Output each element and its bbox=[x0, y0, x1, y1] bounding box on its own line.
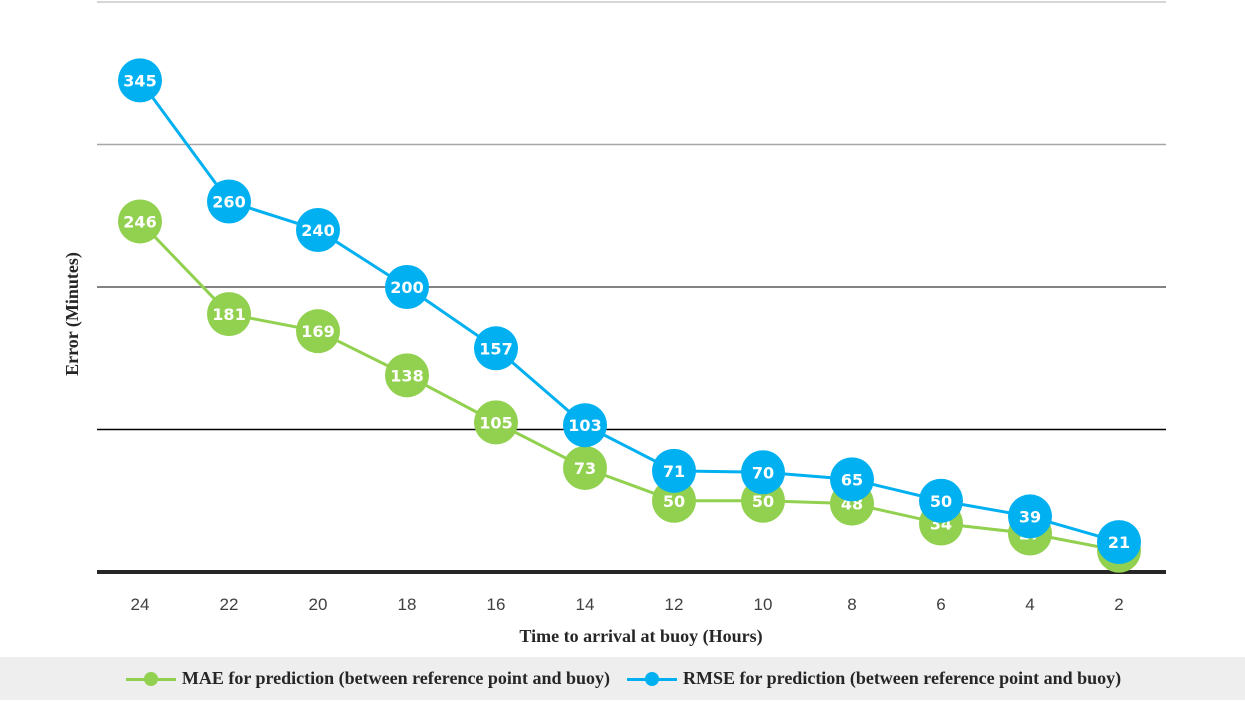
series-rmse: 345 260 240 200 157 103 71 70 65 50 39 21 bbox=[118, 58, 1141, 565]
data-point bbox=[207, 292, 251, 337]
data-point bbox=[385, 265, 429, 309]
data-label: 73 bbox=[574, 459, 596, 478]
gridlines bbox=[97, 1, 1166, 574]
series-line bbox=[138, 220, 1120, 553]
x-tick-label: 18 bbox=[398, 595, 417, 614]
data-label: 105 bbox=[479, 413, 512, 432]
data-point bbox=[830, 457, 874, 502]
legend-item-rmse: RMSE for prediction (between reference p… bbox=[625, 668, 1121, 689]
series-mae: 24618116913810573505048342715 bbox=[118, 199, 1141, 573]
legend: MAE for prediction (between reference po… bbox=[0, 657, 1245, 700]
data-label: 70 bbox=[752, 463, 774, 482]
x-tick-label: 20 bbox=[309, 595, 328, 614]
data-label: 103 bbox=[568, 416, 601, 435]
data-label: 200 bbox=[390, 278, 423, 297]
x-tick-label: 10 bbox=[754, 595, 773, 614]
data-label: 138 bbox=[390, 366, 423, 385]
data-label: 50 bbox=[752, 492, 774, 511]
data-point bbox=[1008, 494, 1052, 539]
data-point bbox=[741, 450, 785, 495]
legend-label-rmse: RMSE for prediction (between reference p… bbox=[682, 668, 1122, 688]
data-label: 50 bbox=[930, 492, 952, 511]
data-label: 345 bbox=[123, 71, 156, 90]
data-label: 39 bbox=[1019, 507, 1041, 526]
data-point bbox=[1097, 520, 1141, 565]
data-label: 169 bbox=[301, 322, 334, 341]
y-axis-title: Error (Minutes) bbox=[62, 252, 83, 376]
x-tick-label: 24 bbox=[131, 595, 150, 614]
data-label: 240 bbox=[301, 221, 334, 240]
data-label: 181 bbox=[212, 305, 245, 324]
x-tick-label: 22 bbox=[220, 595, 239, 614]
legend-swatch-rmse bbox=[625, 671, 679, 686]
data-label: 260 bbox=[212, 193, 245, 212]
data-label: 71 bbox=[663, 462, 685, 481]
x-tick-label: 14 bbox=[576, 595, 595, 614]
data-label: 246 bbox=[123, 212, 156, 231]
line-chart: 24 22 20 18 16 14 12 10 8 6 4 2 246 181 169 138 105 73 50… bbox=[62, 1, 1166, 647]
data-point bbox=[296, 208, 340, 252]
data-point bbox=[118, 58, 162, 103]
x-tick-label: 4 bbox=[1025, 595, 1034, 614]
data-point bbox=[563, 403, 607, 448]
data-point bbox=[919, 478, 963, 523]
x-tick-label: 16 bbox=[487, 595, 506, 614]
series-layer: 2461811691381057350504834271534526024020… bbox=[118, 58, 1141, 573]
x-axis-title: Time to arrival at buoy (Hours) bbox=[519, 626, 762, 647]
data-label: 65 bbox=[841, 470, 863, 489]
data-label: 50 bbox=[663, 492, 685, 511]
data-point bbox=[118, 199, 162, 244]
data-label: 157 bbox=[479, 339, 512, 358]
x-axis-tick-labels: 24 22 20 18 16 14 12 10 8 6 4 2 bbox=[131, 595, 1124, 614]
x-tick-label: 6 bbox=[936, 595, 945, 614]
data-point bbox=[296, 309, 340, 354]
data-point bbox=[652, 448, 696, 493]
x-tick-label: 8 bbox=[847, 595, 856, 614]
data-point bbox=[563, 445, 607, 490]
data-point bbox=[207, 179, 251, 224]
x-tick-label: 2 bbox=[1114, 595, 1123, 614]
legend-label-mae: MAE for prediction (between reference po… bbox=[181, 668, 610, 688]
legend-swatch-mae bbox=[124, 671, 178, 686]
data-point bbox=[474, 400, 518, 445]
data-point bbox=[385, 353, 429, 398]
x-tick-label: 12 bbox=[665, 595, 684, 614]
legend-item-mae: MAE for prediction (between reference po… bbox=[124, 668, 610, 689]
series-line bbox=[138, 79, 1120, 544]
data-label: 21 bbox=[1108, 533, 1130, 552]
data-point bbox=[474, 326, 518, 371]
